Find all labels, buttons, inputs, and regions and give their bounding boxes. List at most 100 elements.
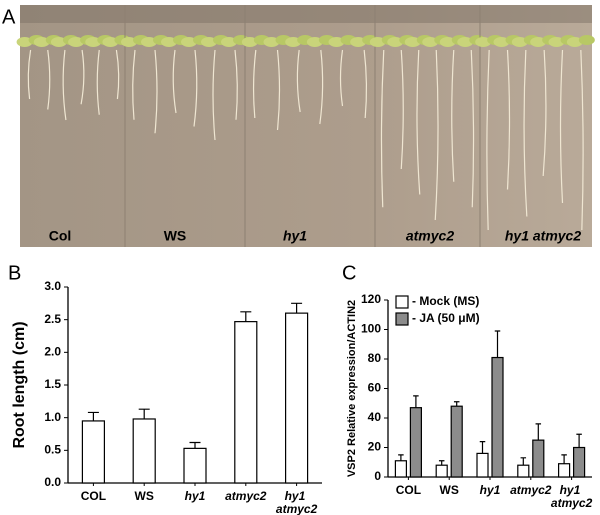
bar [435, 464, 448, 478]
y-tick-label: 40 [368, 410, 382, 424]
leaf [102, 37, 119, 47]
bar [532, 439, 545, 478]
leaf [241, 37, 258, 47]
panel-label: B [8, 262, 21, 284]
leaf [511, 37, 528, 47]
leaf [306, 37, 323, 47]
y-tick-label: 60 [368, 381, 382, 395]
root [523, 49, 528, 217]
leaf [404, 37, 421, 47]
y-tick-label: 2.5 [44, 312, 61, 326]
error-bar [398, 454, 404, 461]
leaf [263, 37, 280, 47]
x-tick-label: hy1 atmyc2 [551, 483, 593, 510]
bar [132, 418, 156, 484]
x-tick-label: COL [396, 483, 421, 497]
bar [572, 446, 586, 478]
bar [81, 420, 106, 484]
root [451, 49, 455, 182]
x-tick-label: COL [81, 489, 106, 503]
y-tick-label: 20 [368, 440, 382, 454]
leaf [68, 37, 85, 47]
leaf [387, 37, 404, 47]
leaf [201, 37, 217, 47]
photo-label: atmyc2 [406, 228, 454, 244]
error-bar [576, 433, 582, 448]
leaf [33, 37, 50, 47]
error-bar [494, 330, 501, 358]
leaf [369, 37, 386, 47]
root [80, 49, 85, 105]
photo-label: hy1 [283, 228, 307, 244]
root [234, 49, 238, 120]
error-bar [520, 457, 527, 466]
y-tick-label: 3.0 [44, 279, 61, 293]
error-bar [438, 460, 445, 466]
y-tick-label: 120 [361, 292, 381, 306]
root [296, 49, 301, 113]
error-bar [240, 311, 252, 322]
root [132, 49, 136, 120]
root [380, 49, 385, 208]
bar [450, 405, 463, 478]
error-bar [291, 302, 303, 314]
leaf [328, 37, 345, 47]
leaf [141, 37, 157, 47]
photo-label: Col [49, 228, 72, 244]
y-axis-label: Root length (cm) [11, 321, 28, 448]
seedlings [16, 5, 595, 247]
photo-label: hy1 atmyc2 [505, 228, 581, 244]
legend-label: - Mock (MS) [412, 294, 479, 308]
root [62, 49, 67, 121]
root [506, 49, 511, 190]
error-bar [535, 423, 542, 441]
legend-label: - JA (50 μM) [412, 311, 480, 325]
bar [491, 356, 504, 478]
bar [183, 447, 207, 484]
error-bar [453, 401, 460, 407]
bar [394, 460, 407, 478]
x-tick-label: atmyc2 [510, 483, 552, 497]
error-bar [87, 411, 99, 421]
y-tick-label: 100 [361, 322, 381, 336]
photo-edge [20, 5, 592, 23]
x-tick-label: hy1 [185, 489, 206, 503]
leaf [578, 35, 595, 45]
legend-swatch [395, 295, 409, 309]
root [47, 49, 51, 110]
root [154, 49, 158, 134]
y-tick-label: 0 [374, 469, 381, 483]
leaf [221, 37, 237, 47]
bar [557, 463, 571, 478]
root [559, 49, 564, 204]
leaf [548, 37, 565, 47]
bar [285, 312, 309, 484]
root [434, 49, 439, 221]
leaf [439, 37, 456, 47]
root [580, 49, 584, 231]
root [172, 49, 177, 114]
leaf [493, 37, 510, 47]
leaf [475, 37, 492, 47]
error-bar [413, 395, 419, 408]
y-tick-label: 0.0 [44, 475, 61, 489]
root [27, 49, 32, 100]
root [470, 49, 475, 208]
leaf [530, 37, 547, 47]
root [319, 49, 324, 125]
root [96, 49, 100, 115]
leaf [50, 37, 67, 47]
leaf [566, 37, 583, 47]
leaf [422, 37, 439, 47]
y-tick-label: 1.0 [44, 410, 61, 424]
panel-label: A [2, 6, 16, 28]
error-bar [479, 441, 486, 454]
root [252, 49, 257, 119]
error-bar [189, 441, 201, 449]
root [193, 49, 198, 127]
bar [409, 407, 422, 478]
leaf [350, 37, 367, 47]
root [339, 49, 344, 107]
root [212, 49, 216, 141]
